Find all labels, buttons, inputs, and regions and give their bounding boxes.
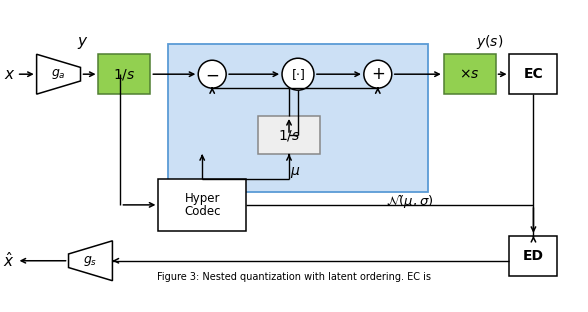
Text: EC: EC xyxy=(523,67,543,81)
Text: $-$: $-$ xyxy=(205,65,219,83)
Text: Figure 3: Nested quantization with latent ordering. EC is: Figure 3: Nested quantization with laten… xyxy=(157,272,431,282)
Text: $g_s$: $g_s$ xyxy=(83,254,98,268)
Text: $1/s$: $1/s$ xyxy=(113,67,136,82)
Text: Codec: Codec xyxy=(184,205,220,218)
Bar xyxy=(258,116,320,154)
Polygon shape xyxy=(69,241,112,281)
Text: $+$: $+$ xyxy=(371,65,385,83)
Bar xyxy=(158,179,246,231)
Text: $1/s$: $1/s$ xyxy=(278,128,300,143)
Bar xyxy=(98,54,151,94)
Text: $y(s)$: $y(s)$ xyxy=(476,33,503,51)
Circle shape xyxy=(364,60,392,88)
Circle shape xyxy=(198,60,226,88)
Text: $\mathcal{N}(\mu,\sigma)$: $\mathcal{N}(\mu,\sigma)$ xyxy=(386,192,433,210)
Text: $x$: $x$ xyxy=(4,67,15,82)
Text: ED: ED xyxy=(523,249,544,263)
Text: $\times s$: $\times s$ xyxy=(459,67,480,81)
Polygon shape xyxy=(36,54,81,94)
Text: $[\cdot]$: $[\cdot]$ xyxy=(290,67,305,82)
Text: $g_a$: $g_a$ xyxy=(51,67,66,81)
Bar xyxy=(443,54,496,94)
Bar xyxy=(168,44,427,192)
Bar xyxy=(509,236,557,276)
Text: $\mu$: $\mu$ xyxy=(290,165,300,180)
Text: $\hat{x}$: $\hat{x}$ xyxy=(3,251,15,270)
Text: $y$: $y$ xyxy=(76,35,88,51)
Bar xyxy=(509,54,557,94)
Text: Hyper: Hyper xyxy=(185,193,220,205)
Circle shape xyxy=(282,58,314,90)
